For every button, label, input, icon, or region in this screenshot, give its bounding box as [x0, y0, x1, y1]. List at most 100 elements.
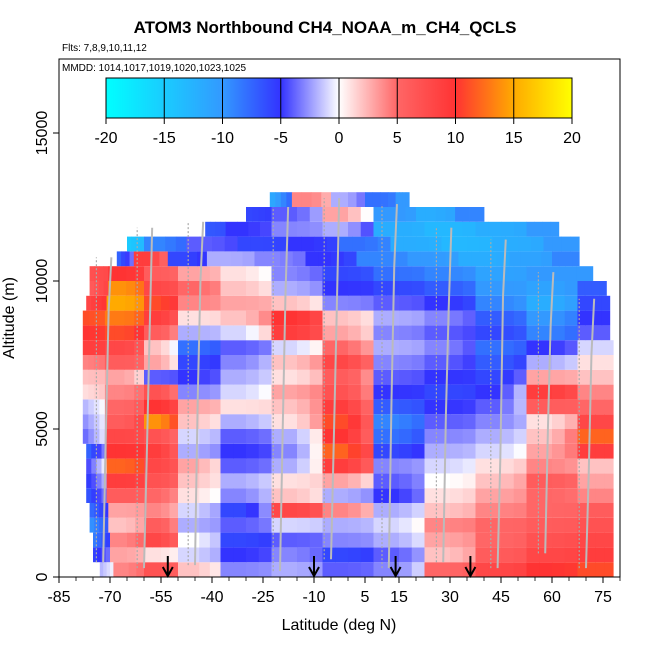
heatmap-cell: [475, 221, 489, 237]
heatmap-cell: [188, 562, 200, 577]
heatmap-cell: [220, 488, 234, 503]
heatmap-cell: [246, 473, 260, 489]
heatmap-cell: [309, 221, 323, 237]
x-tick-label: -25: [251, 589, 274, 606]
heatmap-cell: [450, 443, 464, 459]
heatmap-cell: [258, 266, 272, 281]
heatmap-cell: [284, 547, 298, 563]
heatmap-cell: [475, 443, 489, 459]
heatmap-cell: [99, 310, 106, 326]
heatmap-cell: [539, 562, 553, 577]
heatmap-cell: [539, 310, 553, 326]
heatmap-cell: [399, 369, 413, 385]
heatmap-cell: [161, 443, 170, 459]
heatmap-cell: [258, 295, 272, 311]
heatmap-cell: [175, 236, 187, 252]
heatmap-cell: [513, 310, 527, 326]
heatmap-cell: [348, 503, 362, 518]
heatmap-cell: [96, 458, 102, 474]
heatmap-cell: [450, 281, 464, 296]
heatmap-cell: [348, 192, 357, 207]
heatmap-cell: [220, 458, 234, 474]
heatmap-cell: [125, 488, 136, 503]
heatmap-cell: [577, 384, 587, 400]
heatmap-cell: [539, 295, 553, 311]
heatmap-cell: [424, 532, 438, 548]
heatmap-cell: [126, 281, 136, 296]
heatmap-cell: [595, 429, 605, 444]
heatmap-cell: [136, 562, 145, 577]
heatmap-cell: [599, 281, 607, 296]
heatmap-cell: [399, 473, 413, 489]
heatmap-cell: [246, 443, 260, 459]
heatmap-cell: [233, 281, 247, 296]
heatmap-cell: [550, 221, 560, 237]
x-tick-label: -70: [98, 589, 121, 606]
heatmap-cell: [526, 473, 540, 489]
y-tick-label: 10000: [34, 259, 51, 304]
heatmap-cell: [271, 221, 285, 237]
y-tick-label: 0: [34, 572, 51, 581]
heatmap-cell: [360, 473, 374, 489]
heatmap-cell: [188, 384, 200, 400]
heatmap-cell: [360, 221, 374, 237]
heatmap-cell: [424, 281, 438, 296]
heatmap-cell: [335, 355, 349, 370]
heatmap-cell: [110, 547, 119, 563]
heatmap-cell: [501, 547, 515, 563]
heatmap-cell: [411, 532, 425, 548]
heatmap-cell: [108, 517, 118, 533]
colorbar-tick-label: -20: [94, 130, 117, 147]
heatmap-cell: [395, 192, 400, 207]
heatmap-cell: [348, 207, 362, 222]
heatmap-cell: [233, 458, 247, 474]
heatmap-cell: [405, 192, 410, 207]
heatmap-cell: [93, 384, 100, 400]
heatmap-cell: [526, 221, 535, 237]
colorbar-tick-label: 10: [447, 130, 465, 147]
heatmap-cell: [513, 429, 527, 444]
heatmap-cell: [322, 562, 336, 577]
heatmap-cell: [169, 503, 179, 518]
heatmap-cell: [246, 310, 260, 326]
heatmap-cell: [411, 517, 425, 533]
heatmap-cell: [577, 503, 587, 518]
heatmap-cell: [586, 503, 596, 518]
heatmap-cell: [595, 369, 605, 385]
heatmap-cell: [152, 443, 162, 459]
heatmap-cell: [539, 325, 553, 341]
heatmap-cell: [450, 340, 464, 355]
heatmap-cell: [488, 399, 502, 415]
heatmap-cell: [209, 355, 221, 370]
heatmap-cell: [178, 340, 190, 355]
heatmap-cell: [286, 192, 293, 207]
heatmap-cell: [209, 281, 221, 296]
heatmap-cell: [94, 503, 100, 518]
heatmap-cell: [348, 384, 362, 400]
heatmap-cell: [169, 517, 179, 533]
heatmap-cell: [373, 295, 387, 311]
heatmap-cell: [437, 266, 451, 281]
heatmap-cell: [335, 399, 349, 415]
heatmap-cell: [113, 562, 122, 577]
heatmap-cell: [335, 221, 349, 237]
heatmap-cell: [595, 547, 605, 563]
heatmap-cell: [115, 473, 126, 489]
heatmap-cell: [134, 369, 145, 385]
heatmap-cell: [441, 236, 455, 252]
heatmap-cell: [360, 414, 374, 429]
heatmap-cell: [134, 325, 145, 341]
heatmap-cell: [258, 473, 272, 489]
heatmap-cell: [399, 295, 413, 311]
heatmap-cell: [526, 281, 540, 296]
heatmap-cell: [577, 355, 587, 370]
heatmap-cell: [564, 458, 578, 474]
heatmap-cell: [564, 503, 578, 518]
heatmap-cell: [114, 369, 125, 385]
heatmap-cell: [233, 414, 247, 429]
heatmap-cell: [88, 384, 95, 400]
heatmap-cell: [246, 532, 260, 548]
heatmap-cell: [595, 414, 605, 429]
heatmap-cell: [152, 488, 162, 503]
